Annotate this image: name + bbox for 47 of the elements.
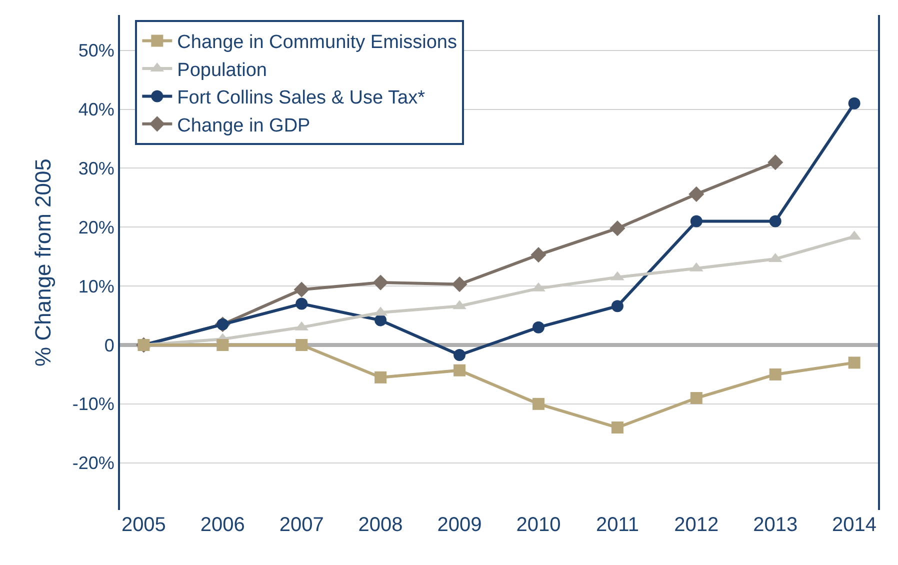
y-tick-label: -20%	[72, 453, 114, 474]
point	[690, 392, 702, 404]
point	[372, 274, 388, 290]
point	[768, 154, 784, 170]
legend-label: Population	[177, 60, 267, 81]
point	[610, 220, 626, 236]
x-tick-label: 2006	[200, 514, 245, 536]
y-tick-label: 40%	[78, 100, 114, 120]
y-axis-title: % Change from 2005	[30, 158, 56, 366]
legend-label: Fort Collins Sales & Use Tax*	[177, 88, 426, 109]
x-tick-label: 2009	[437, 514, 482, 536]
y-tick-label: 30%	[78, 158, 114, 179]
point	[611, 422, 624, 434]
x-tick-label: 2008	[358, 514, 403, 536]
point	[374, 314, 387, 326]
x-tick-label: 2011	[596, 514, 639, 536]
point	[690, 215, 702, 228]
point	[848, 356, 860, 369]
point	[454, 349, 466, 362]
point	[374, 371, 387, 384]
point	[454, 364, 466, 376]
legend-label: Change in GDP	[177, 115, 310, 136]
x-tick-label: 2012	[674, 514, 719, 536]
point	[769, 215, 782, 228]
point	[532, 398, 544, 410]
x-tick-label: 2005	[121, 514, 166, 536]
x-tick-label: 2010	[516, 514, 561, 536]
point	[452, 276, 468, 292]
x-tick-label: 2013	[753, 514, 798, 536]
y-tick-label: 10%	[78, 276, 114, 296]
point	[688, 186, 704, 202]
point	[294, 282, 310, 298]
y-tick-label: 20%	[78, 217, 114, 238]
y-tick-label: 0	[104, 335, 114, 356]
point	[848, 97, 860, 110]
point	[769, 368, 782, 380]
x-tick-label: 2014	[832, 514, 877, 536]
point	[530, 247, 546, 263]
point	[611, 300, 624, 312]
y-tick-label: 50%	[78, 40, 114, 61]
point	[296, 298, 308, 310]
point	[532, 321, 544, 334]
x-tick-label: 2007	[279, 514, 324, 536]
point	[296, 339, 308, 351]
legend-label: Change in Community Emissions	[177, 32, 458, 54]
y-tick-label: -10%	[72, 394, 114, 414]
point	[216, 339, 229, 351]
